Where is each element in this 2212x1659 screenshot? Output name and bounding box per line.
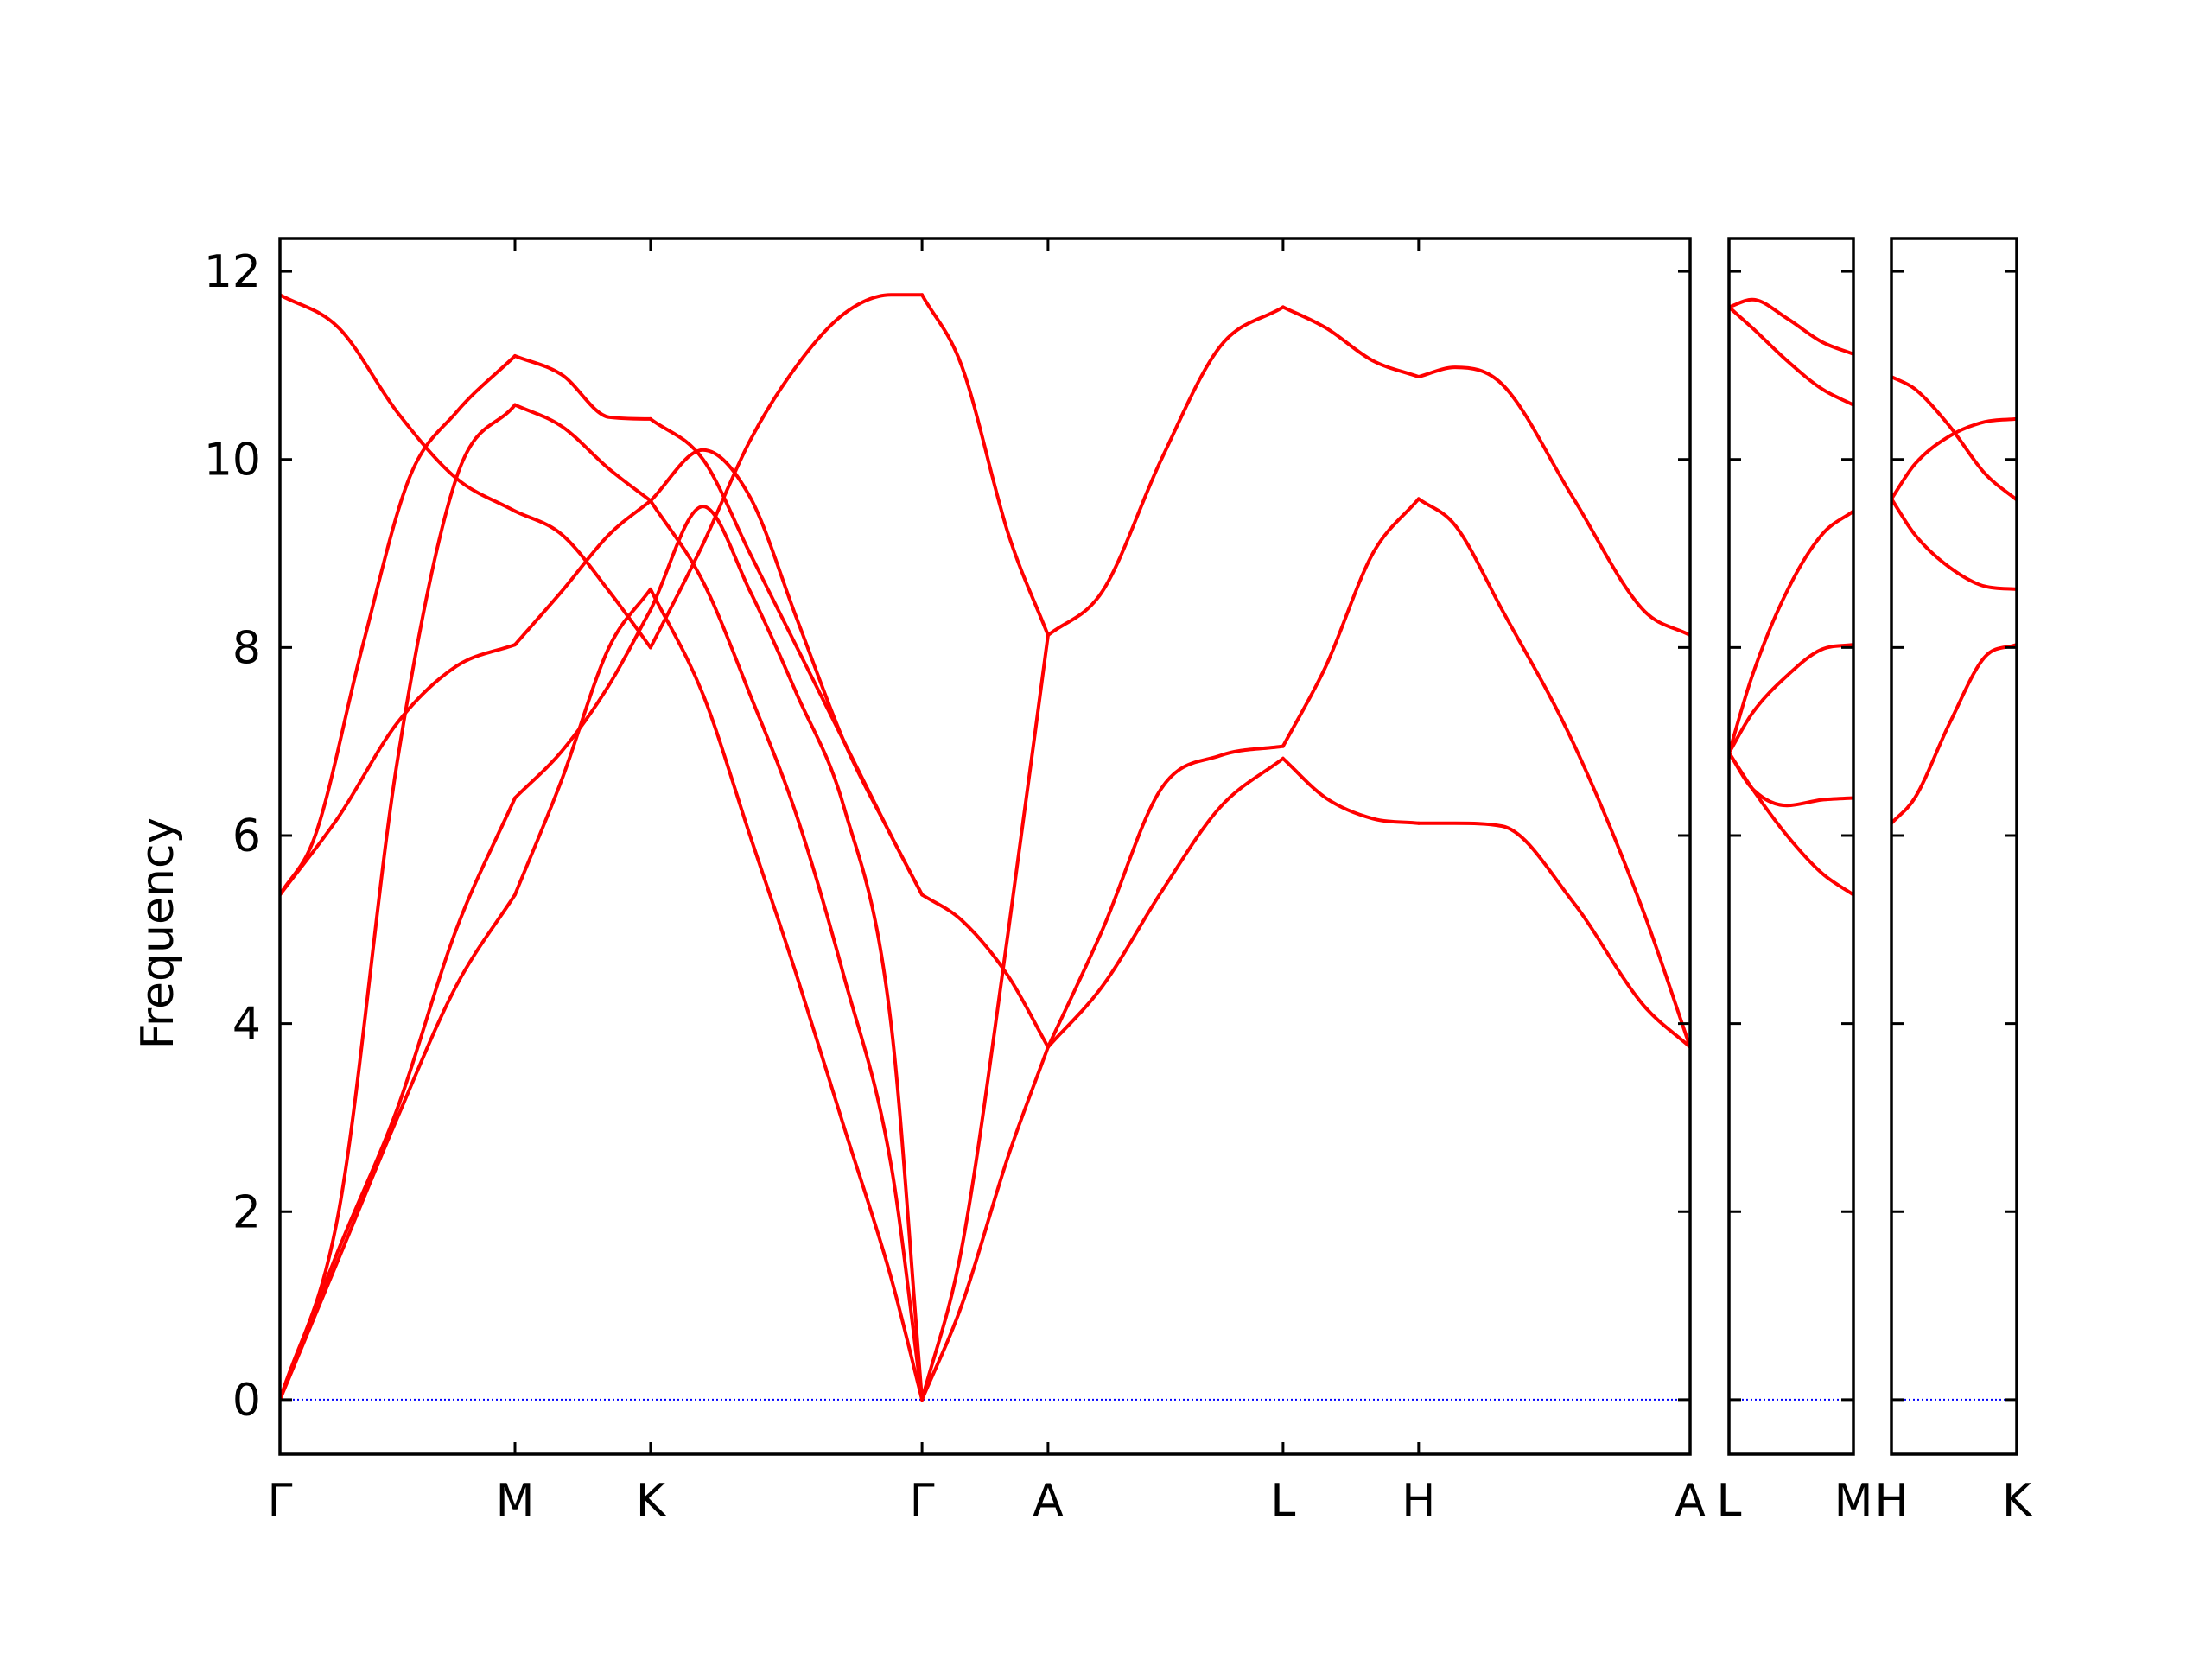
band-line <box>1046 305 1285 638</box>
band-line <box>648 293 925 650</box>
x-tick-label: Γ <box>910 1475 935 1527</box>
band-line <box>513 499 652 647</box>
x-tick-label: K <box>636 1475 667 1527</box>
band-line <box>1729 751 1853 897</box>
y-tick-label: 6 <box>232 810 261 862</box>
band-line <box>1281 497 1421 748</box>
band-line <box>1046 756 1285 1049</box>
x-tick-label: M <box>1834 1475 1873 1527</box>
band-line <box>1729 509 1853 755</box>
band-line <box>280 354 517 897</box>
band-line <box>513 607 652 800</box>
band-line <box>920 633 1050 1402</box>
y-tick-label: 4 <box>232 999 261 1051</box>
panel-frame <box>1890 237 2018 1456</box>
x-tick-label: H <box>1874 1475 1908 1527</box>
band-line <box>1416 497 1690 1049</box>
x-tick-label: H <box>1402 1475 1435 1527</box>
band-line <box>648 499 925 1402</box>
band-line <box>280 643 517 897</box>
band-line <box>920 893 1050 1049</box>
band-line <box>1416 821 1690 1049</box>
x-tick-label: L <box>1717 1475 1742 1527</box>
y-tick-label: 12 <box>204 246 261 298</box>
panel-1: 0 2 4 6 8 10 12 Γ M K Γ A L H A <box>204 237 1706 1527</box>
x-tick-label: K <box>2002 1475 2033 1527</box>
band-line <box>513 509 652 650</box>
y-tick-label: 0 <box>232 1375 261 1427</box>
panel-frame <box>1727 237 1855 1456</box>
y-tick-label: 8 <box>232 622 261 674</box>
band-line <box>648 505 925 1402</box>
band-line <box>1729 297 1853 356</box>
band-line <box>648 587 925 1402</box>
band-line <box>648 448 925 897</box>
band-line <box>1729 643 1853 755</box>
band-line <box>280 403 517 1402</box>
x-tick-label: Γ <box>268 1475 293 1527</box>
y-tick-label: 2 <box>232 1186 261 1238</box>
band-line <box>1416 365 1690 638</box>
band-line <box>513 587 652 897</box>
band-group <box>280 293 1690 1402</box>
band-line <box>920 1045 1050 1402</box>
band-line <box>280 893 517 1402</box>
panel-frame <box>278 237 1692 1456</box>
band-line <box>513 354 652 421</box>
band-line <box>1281 305 1421 378</box>
band-group <box>1729 297 1853 897</box>
band-line <box>280 293 517 513</box>
x-tick-label: M <box>496 1475 535 1527</box>
band-line <box>648 416 925 897</box>
band-line <box>1891 643 2017 825</box>
x-tick-label: A <box>1033 1475 1064 1527</box>
x-tick-label: A <box>1675 1475 1706 1527</box>
band-line <box>1281 756 1421 825</box>
y-axis-label: Frequency <box>132 817 184 1050</box>
band-line <box>1891 416 2017 501</box>
band-line <box>1891 497 2017 591</box>
band-line <box>1729 305 1853 407</box>
y-tick-label: 10 <box>204 435 261 486</box>
band-line <box>513 403 652 503</box>
band-line <box>920 293 1050 638</box>
band-group <box>1891 375 2017 825</box>
x-tick-label: L <box>1270 1475 1295 1527</box>
band-line <box>1891 375 2017 502</box>
band-line <box>1046 744 1285 1049</box>
